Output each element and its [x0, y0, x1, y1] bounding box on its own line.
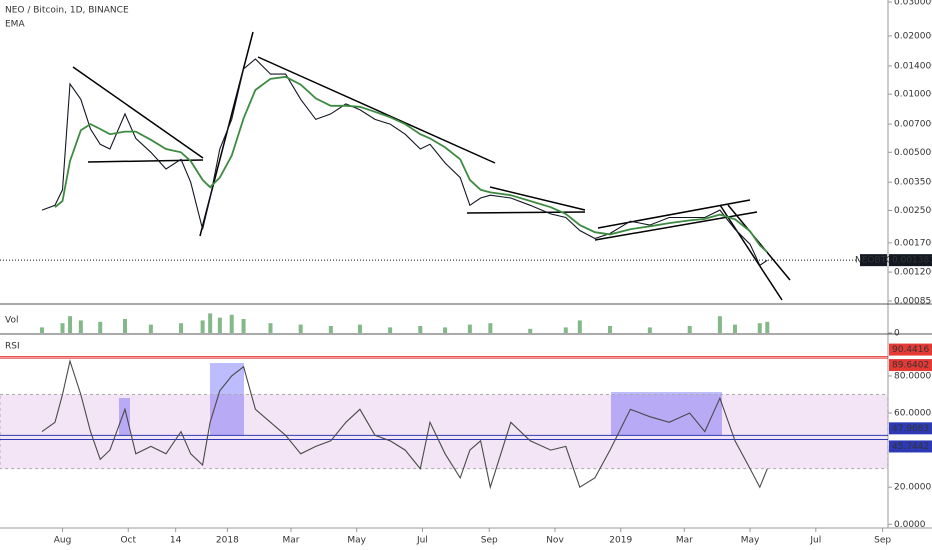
volume-bar: [418, 326, 423, 333]
value-badge-label: 89.6402: [892, 361, 929, 371]
volume-bar: [208, 313, 213, 333]
value-badge-label: 90.4416: [892, 345, 929, 355]
volume-bar: [148, 324, 153, 333]
trendline: [489, 186, 586, 211]
volume-bar: [687, 326, 692, 333]
x-tick-label: Mar: [676, 536, 693, 546]
trendline: [87, 159, 204, 163]
x-tick-label: Nov: [546, 536, 564, 546]
value-badge: [889, 359, 932, 372]
pane-title: Vol: [5, 316, 18, 326]
x-tick-label: May: [741, 536, 760, 546]
volume-bar: [217, 317, 222, 333]
highlight-box: [210, 363, 244, 435]
chart-title: NEO / Bitcoin, 1D, BINANCE: [5, 6, 129, 16]
symbol-badge-label: NEOBTC: [855, 256, 892, 266]
volume-bar: [443, 327, 448, 333]
volume-bar: [357, 324, 362, 333]
y-tick-label: 60.0000: [894, 409, 931, 419]
rsi-highlights: [119, 363, 722, 435]
volume-bar: [229, 314, 234, 333]
volume-bar: [268, 323, 273, 333]
series-line: [54, 75, 768, 253]
y-tick-label: 20.0000: [894, 483, 931, 493]
x-tick-label: 14: [170, 536, 182, 546]
y-tick-label: 80.0000: [894, 371, 931, 381]
volume-bar: [68, 316, 73, 333]
y-tick-label: 0.000850: [894, 297, 932, 307]
volume-bar: [98, 321, 103, 333]
volume-bar: [179, 323, 184, 333]
volume-bar: [563, 327, 568, 333]
highlight-box: [119, 398, 130, 435]
y-tick-label: 0.0000: [894, 520, 926, 530]
volume-bar: [488, 323, 493, 333]
volume-bar: [328, 326, 333, 333]
trendline: [719, 204, 783, 301]
y-tick-label: 0: [894, 329, 900, 339]
volume-bar: [78, 320, 83, 333]
x-tick-label: 2019: [609, 536, 632, 546]
x-tick-label: Oct: [120, 536, 136, 546]
volume-bar: [717, 316, 722, 333]
volume-bar: [298, 324, 303, 333]
volume-bar: [647, 327, 652, 333]
value-badge-label: 0.001383: [892, 256, 932, 266]
trendline: [257, 56, 496, 164]
volume-bar: [388, 327, 393, 333]
x-tick-label: 2018: [216, 536, 239, 546]
indicator-label: EMA: [5, 20, 25, 30]
value-badge-label: 47.9683: [892, 424, 929, 434]
value-badge: [889, 343, 932, 356]
volume-bar: [60, 323, 65, 333]
x-tick-label: Mar: [282, 536, 299, 546]
volume-bar: [528, 328, 533, 333]
volume-bar: [200, 320, 205, 333]
series-line: [41, 58, 768, 267]
trendline: [72, 66, 204, 159]
volume-bar: [241, 319, 246, 333]
x-tick-label: Sep: [874, 536, 891, 546]
pane-title: RSI: [5, 342, 20, 352]
value-badge-label: 45.7442: [892, 442, 929, 452]
symbol-badge: [860, 254, 887, 267]
volume-bar: [123, 319, 128, 333]
x-tick-label: Aug: [54, 536, 72, 546]
x-tick-label: Jul: [809, 536, 821, 546]
volume-bar: [607, 326, 612, 333]
volume-bar: [757, 323, 762, 333]
rsi-band: [0, 393, 889, 470]
value-badge: [889, 422, 932, 435]
value-badge: [889, 254, 932, 267]
x-tick-label: Sep: [481, 536, 498, 546]
value-badge: [889, 440, 932, 453]
volume-bar: [732, 324, 737, 333]
volume-bar: [577, 320, 582, 333]
x-tick-label: Jul: [416, 536, 428, 546]
trendline: [727, 204, 791, 281]
x-tick-label: May: [347, 536, 366, 546]
series-line: [41, 359, 768, 490]
trendline: [597, 199, 751, 229]
trendline: [466, 211, 586, 214]
volume-bar: [467, 324, 472, 333]
volume-bar: [765, 321, 770, 333]
trendline: [594, 211, 758, 241]
highlight-box: [611, 392, 722, 435]
volume-bar: [40, 327, 45, 333]
